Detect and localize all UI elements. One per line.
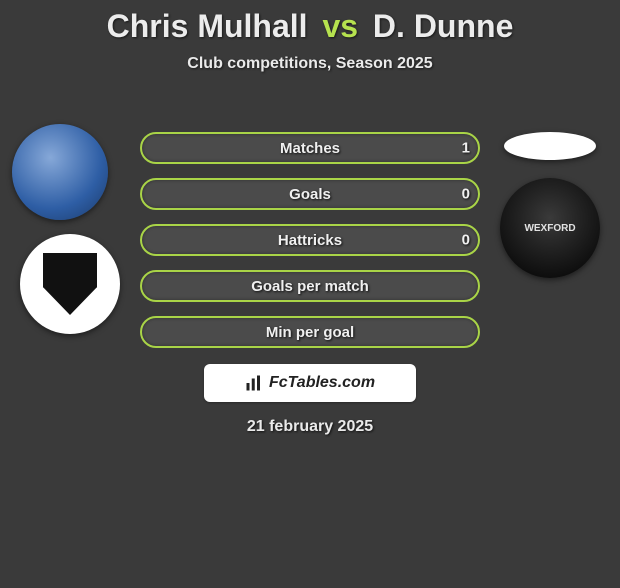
stat-bar: Goals 0 <box>140 178 480 210</box>
stat-label: Goals per match <box>251 278 369 295</box>
player2-club-crest: WEXFORD <box>500 178 600 278</box>
player2-name: D. Dunne <box>373 8 513 44</box>
context-subtitle: Club competitions, Season 2025 <box>0 55 620 73</box>
stat-label: Min per goal <box>266 324 354 341</box>
stat-bar: Min per goal <box>140 316 480 348</box>
player2-avatar <box>504 132 596 160</box>
bar-chart-icon <box>245 374 263 392</box>
vs-separator: vs <box>322 8 358 44</box>
stat-value-right: 1 <box>462 140 470 157</box>
stat-bars: Matches 1 Goals 0 Hattricks 0 Goals per … <box>140 132 480 348</box>
player1-name: Chris Mulhall <box>107 8 308 44</box>
stat-label: Hattricks <box>278 232 342 249</box>
player2-club-name: WEXFORD <box>524 223 575 234</box>
stat-label: Goals <box>289 186 331 203</box>
snapshot-date: 21 february 2025 <box>0 418 620 436</box>
stat-value-right: 0 <box>462 232 470 249</box>
stat-bar: Goals per match <box>140 270 480 302</box>
stat-bar: Hattricks 0 <box>140 224 480 256</box>
brand-badge: FcTables.com <box>204 364 416 402</box>
player1-avatar <box>12 124 108 220</box>
stat-value-right: 0 <box>462 186 470 203</box>
comparison-title: Chris Mulhall vs D. Dunne <box>0 8 620 45</box>
stat-label: Matches <box>280 140 340 157</box>
brand-name: FcTables.com <box>269 374 375 392</box>
stat-bar: Matches 1 <box>140 132 480 164</box>
player1-club-crest <box>20 234 120 334</box>
